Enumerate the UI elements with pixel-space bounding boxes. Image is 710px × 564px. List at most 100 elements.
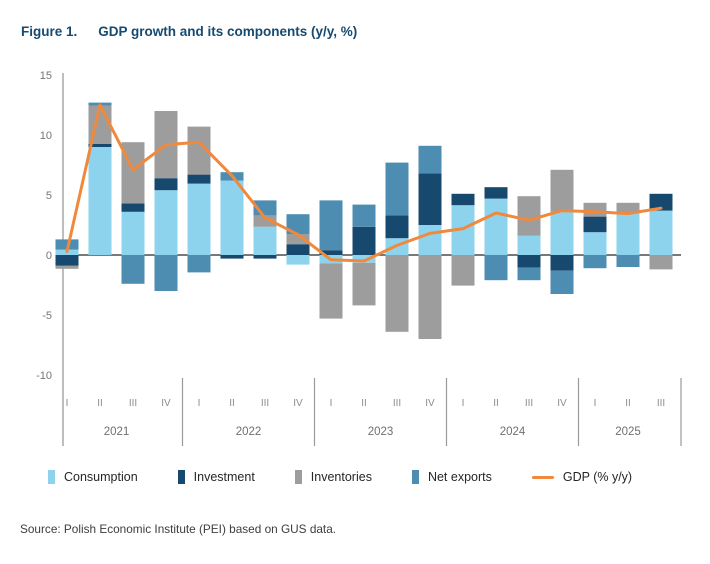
- bar-segment-investment: [88, 144, 112, 147]
- gdp-line: [65, 103, 663, 263]
- year-label: 2023: [368, 426, 394, 438]
- bar-segment-inventories: [319, 263, 343, 319]
- bar-segment-inventories: [418, 255, 442, 339]
- legend-item-net-exports: Net exports: [411, 470, 492, 484]
- quarter-label: III: [393, 398, 401, 409]
- bar-segment-net-exports: [583, 255, 607, 269]
- bar-segment-inventories: [583, 202, 607, 217]
- bar-segment-consumption: [616, 213, 640, 255]
- bar-segment-inventories: [649, 255, 673, 270]
- bar-segment-investment: [352, 226, 376, 255]
- bar-segment-investment: [649, 193, 673, 211]
- bar-segment-net-exports: [616, 255, 640, 267]
- bar-segment-net-exports: [319, 200, 343, 251]
- year-label: 2024: [500, 426, 526, 438]
- bar-segment-inventories: [385, 255, 409, 332]
- figure-title-text: GDP growth and its components (y/y, %): [98, 24, 358, 39]
- bar-segment-investment: [418, 173, 442, 225]
- quarter-label: III: [657, 398, 665, 409]
- bar-segment-consumption: [121, 211, 145, 255]
- bar-segment-inventories: [55, 265, 79, 269]
- bar-segment-net-exports: [484, 255, 508, 281]
- bar-segment-consumption: [88, 147, 112, 255]
- bar-segment-consumption: [352, 255, 376, 263]
- bar-segment-investment: [55, 255, 79, 266]
- year-label: 2022: [236, 426, 262, 438]
- bar-segment-consumption: [649, 210, 673, 255]
- bar-segment-consumption: [286, 255, 310, 265]
- bar-segment-inventories: [616, 202, 640, 214]
- bar-segment-consumption: [583, 232, 607, 255]
- quarter-label: II: [493, 398, 499, 409]
- quarter-label: IV: [161, 398, 171, 409]
- legend-color-swatch: [177, 470, 185, 484]
- bar-segment-investment: [187, 174, 211, 184]
- bar-segment-consumption: [484, 198, 508, 255]
- legend-item-consumption: Consumption: [48, 470, 138, 484]
- y-tick-label: 5: [46, 190, 52, 202]
- bar-segment-investment: [121, 203, 145, 212]
- year-label: 2025: [615, 426, 641, 438]
- legend-label: GDP (% y/y): [562, 470, 633, 484]
- bar-segment-consumption: [187, 183, 211, 255]
- bar-segment-investment: [517, 255, 541, 268]
- bar-segment-investment: [319, 250, 343, 255]
- quarter-label: III: [129, 398, 137, 409]
- legend-line-swatch: [531, 475, 554, 479]
- bar-segment-investment: [484, 187, 508, 199]
- bar-segment-inventories: [253, 215, 277, 227]
- legend-label: Consumption: [64, 470, 138, 484]
- bar-segment-investment: [286, 244, 310, 255]
- bar-segment-investment: [253, 255, 277, 259]
- bar-segment-net-exports: [154, 255, 178, 291]
- legend-color-swatch: [48, 470, 55, 484]
- bar-segment-inventories: [187, 126, 211, 175]
- bar-segment-inventories: [517, 196, 541, 236]
- figure-number: Figure 1.: [21, 24, 78, 39]
- bar-segment-inventories: [352, 262, 376, 306]
- bar-segment-net-exports: [517, 267, 541, 281]
- bar-segment-net-exports: [385, 162, 409, 216]
- bar-segment-consumption: [517, 235, 541, 255]
- y-tick-label: 10: [40, 130, 52, 142]
- bar-segment-consumption: [418, 225, 442, 255]
- bar-segment-inventories: [286, 234, 310, 245]
- quarter-label: I: [330, 398, 333, 409]
- bar-segment-investment: [154, 178, 178, 191]
- quarter-label: II: [625, 398, 631, 409]
- quarter-label: II: [97, 398, 103, 409]
- bar-segment-investment: [220, 255, 244, 259]
- quarter-label: III: [525, 398, 533, 409]
- legend-item-gdp-y-y-: GDP (% y/y): [531, 470, 633, 484]
- legend-color-swatch: [294, 470, 302, 484]
- year-label: 2021: [104, 426, 130, 438]
- bar-segment-net-exports: [286, 214, 310, 234]
- legend-item-investment: Investment: [177, 470, 255, 484]
- legend-label: Investment: [193, 470, 255, 484]
- bar-segment-net-exports: [121, 255, 145, 284]
- quarter-label: IV: [557, 398, 567, 409]
- legend-color-swatch: [411, 470, 419, 484]
- y-tick-label: 0: [46, 250, 52, 262]
- bar-segment-consumption: [550, 211, 574, 255]
- legend-item-inventories: Inventories: [294, 470, 372, 484]
- legend-label: Net exports: [427, 470, 492, 484]
- legend-label: Inventories: [310, 470, 372, 484]
- quarter-label: II: [361, 398, 367, 409]
- bar-segment-consumption: [253, 226, 277, 255]
- quarter-label: I: [198, 398, 201, 409]
- bar-segment-net-exports: [550, 270, 574, 294]
- chart-legend: Consumption Investment Inventories Net expo…: [48, 470, 632, 484]
- bar-segment-net-exports: [418, 145, 442, 174]
- quarter-label: II: [229, 398, 235, 409]
- quarter-label: I: [66, 398, 69, 409]
- y-tick-label: 15: [40, 70, 52, 82]
- bar-segment-net-exports: [55, 239, 79, 250]
- quarter-label: IV: [293, 398, 303, 409]
- bar-segment-net-exports: [352, 204, 376, 227]
- bar-segment-investment: [550, 255, 574, 271]
- source-note: Source: Polish Economic Institute (PEI) …: [20, 522, 337, 536]
- quarter-label: IV: [425, 398, 435, 409]
